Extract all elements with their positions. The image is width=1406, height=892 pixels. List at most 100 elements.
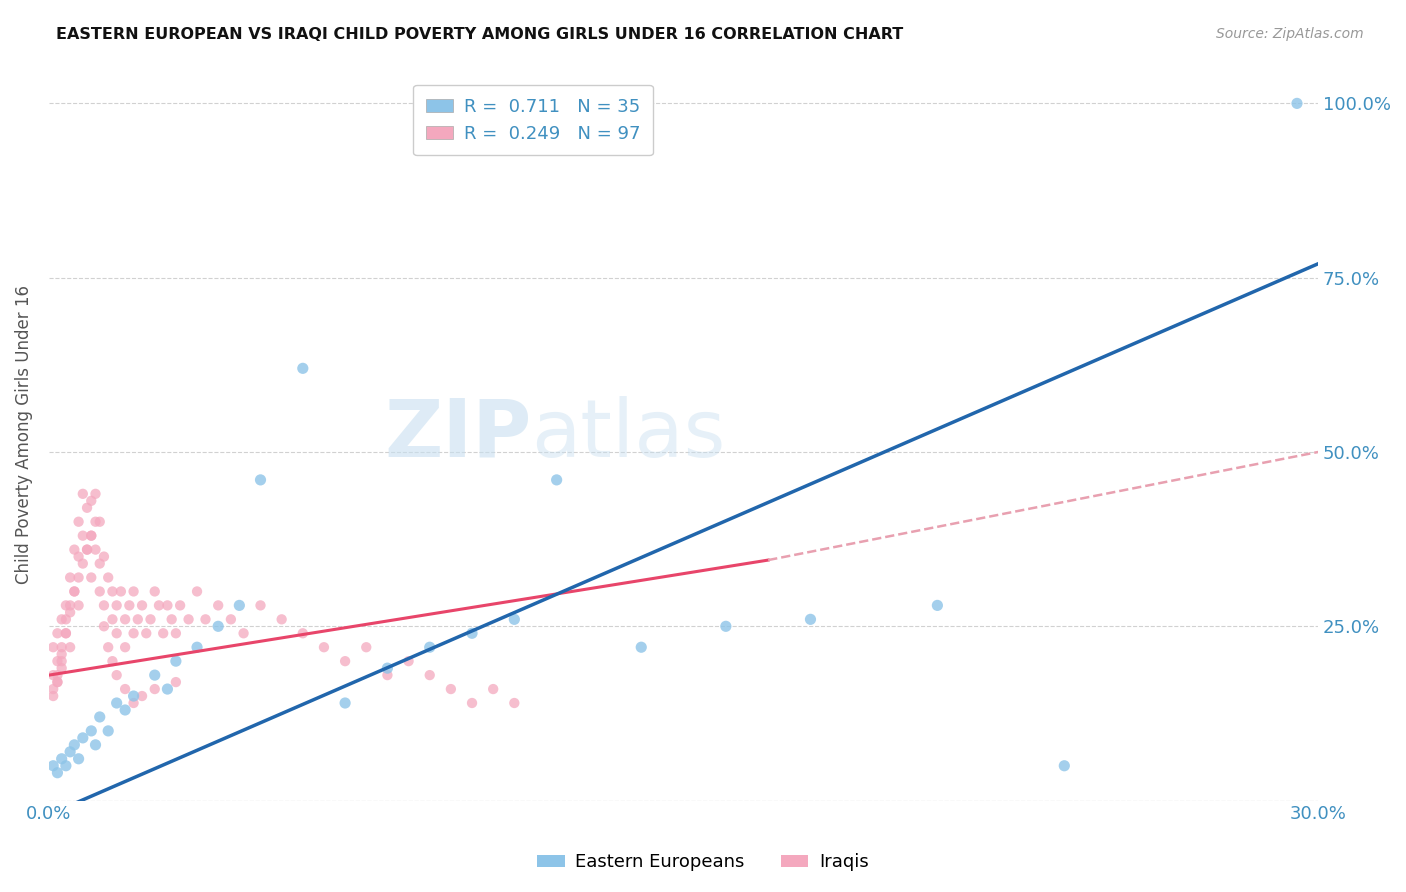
Y-axis label: Child Poverty Among Girls Under 16: Child Poverty Among Girls Under 16 (15, 285, 32, 584)
Point (105, 626, 128, 640)
Point (503, 612, 526, 626)
Legend: Eastern Europeans, Iraqis: Eastern Europeans, Iraqis (530, 847, 876, 879)
Point (97, 570, 120, 584)
Point (165, 626, 187, 640)
Point (127, 612, 149, 626)
Point (46, 675, 69, 690)
Point (42, 689, 65, 703)
Point (440, 681, 463, 696)
Point (101, 612, 124, 626)
Point (89, 557, 111, 571)
Text: ZIP: ZIP (384, 395, 531, 474)
Point (714, 619, 737, 633)
Point (105, 696, 128, 710)
Point (1053, 758, 1076, 772)
Point (249, 473, 271, 487)
Point (46, 668, 69, 682)
Text: EASTERN EUROPEAN VS IRAQI CHILD POVERTY AMONG GIRLS UNDER 16 CORRELATION CHART: EASTERN EUROPEAN VS IRAQI CHILD POVERTY … (56, 27, 904, 42)
Point (546, 473, 568, 487)
Point (84, 487, 107, 501)
Point (72, 529, 94, 543)
Point (356, 640, 378, 655)
Point (291, 626, 314, 640)
Point (194, 612, 217, 626)
Point (143, 681, 166, 696)
Point (118, 599, 141, 613)
Point (101, 584, 124, 599)
Point (219, 612, 242, 626)
Point (42, 758, 65, 772)
Point (101, 654, 124, 668)
Point (42, 640, 65, 655)
Point (461, 626, 484, 640)
Point (169, 599, 191, 613)
Point (377, 668, 399, 682)
Point (67, 515, 90, 529)
Point (291, 361, 314, 376)
Point (105, 599, 128, 613)
Point (55, 758, 77, 772)
Point (377, 661, 399, 675)
Point (97, 640, 120, 655)
Point (93, 549, 115, 564)
Point (419, 668, 441, 682)
Text: atlas: atlas (531, 395, 725, 474)
Point (51, 647, 73, 661)
Point (51, 612, 73, 626)
Point (51, 752, 73, 766)
Point (114, 703, 136, 717)
Point (122, 626, 145, 640)
Point (89, 515, 111, 529)
Point (63, 542, 86, 557)
Point (46, 675, 69, 690)
Point (51, 640, 73, 655)
Point (59, 745, 82, 759)
Point (80, 529, 103, 543)
Point (186, 640, 208, 655)
Point (46, 765, 69, 780)
Point (165, 654, 187, 668)
Point (114, 681, 136, 696)
Point (97, 723, 120, 738)
Point (59, 640, 82, 655)
Point (131, 599, 153, 613)
Text: Source: ZipAtlas.com: Source: ZipAtlas.com (1216, 27, 1364, 41)
Point (122, 584, 145, 599)
Point (80, 493, 103, 508)
Point (63, 584, 86, 599)
Point (156, 599, 179, 613)
Point (105, 668, 128, 682)
Point (156, 681, 179, 696)
Point (398, 654, 420, 668)
Point (110, 584, 132, 599)
Legend: R =  0.711   N = 35, R =  0.249   N = 97: R = 0.711 N = 35, R = 0.249 N = 97 (413, 85, 652, 155)
Point (139, 612, 162, 626)
Point (84, 542, 107, 557)
Point (80, 529, 103, 543)
Point (131, 689, 153, 703)
Point (122, 696, 145, 710)
Point (93, 619, 115, 633)
Point (143, 668, 166, 682)
Point (72, 731, 94, 745)
Point (503, 696, 526, 710)
Point (419, 640, 441, 655)
Point (76, 542, 98, 557)
Point (72, 557, 94, 571)
Point (186, 584, 208, 599)
Point (55, 599, 77, 613)
Point (152, 626, 174, 640)
Point (143, 584, 166, 599)
Point (89, 710, 111, 724)
Point (51, 654, 73, 668)
Point (67, 570, 90, 584)
Point (270, 612, 292, 626)
Point (630, 640, 652, 655)
Point (72, 487, 94, 501)
Point (67, 599, 90, 613)
Point (461, 696, 484, 710)
Point (799, 612, 821, 626)
Point (80, 570, 103, 584)
Point (59, 570, 82, 584)
Point (333, 654, 356, 668)
